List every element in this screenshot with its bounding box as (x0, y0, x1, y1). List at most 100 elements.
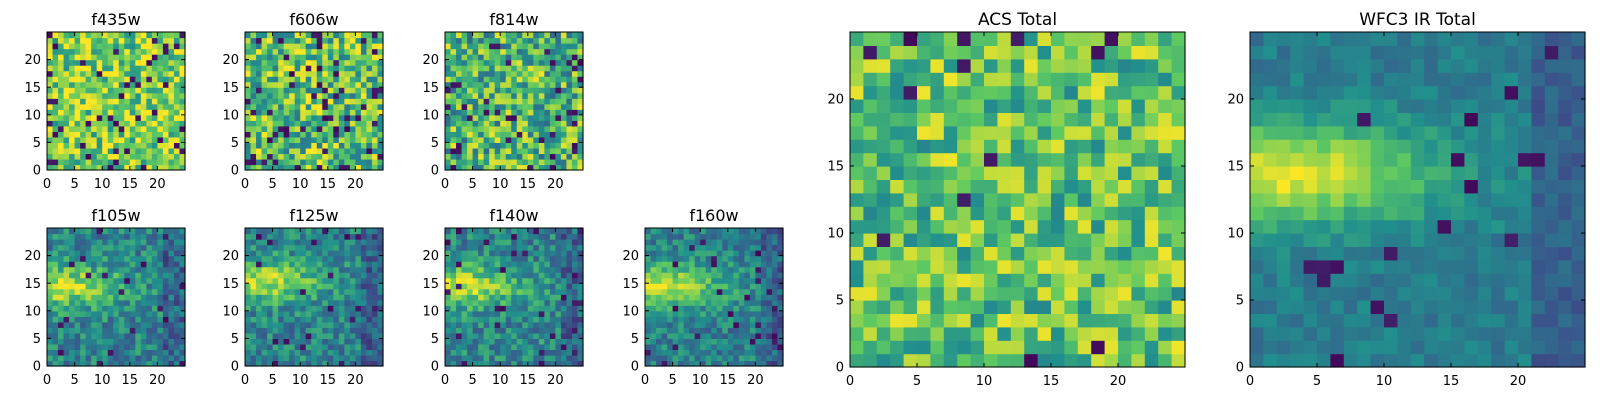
heatmap-cell (560, 250, 568, 257)
heatmap-cell (478, 54, 485, 61)
heatmap-cell (850, 246, 864, 261)
heatmap-cell (903, 300, 918, 314)
heatmap-cell (311, 65, 318, 72)
heatmap-cell (151, 43, 158, 50)
heatmap-cell (118, 305, 125, 312)
heatmap-cell (527, 332, 534, 339)
heatmap-cell (461, 250, 468, 257)
heatmap-cell (47, 272, 54, 279)
heatmap-cell (771, 288, 779, 295)
heatmap-cell (349, 76, 356, 83)
heatmap-cell (483, 70, 490, 77)
heatmap-cell (140, 54, 147, 61)
heatmap-cell (91, 153, 98, 160)
heatmap-cell (360, 316, 368, 323)
heatmap-cell (140, 360, 147, 367)
heatmap-cell (162, 59, 170, 66)
heatmap-cell (157, 153, 164, 160)
heatmap-cell (102, 343, 109, 351)
heatmap-cell (694, 272, 701, 279)
heatmap-cell (267, 76, 274, 83)
heatmap-cell (760, 266, 768, 273)
heatmap-cell (256, 343, 263, 351)
heatmap-cell (705, 305, 712, 312)
heatmap-cell (650, 343, 657, 351)
heatmap-cell (80, 360, 87, 367)
heatmap-cell (777, 288, 784, 295)
heatmap-cell (571, 32, 579, 39)
heatmap-cell (129, 43, 136, 50)
heatmap-cell (516, 120, 523, 127)
heatmap-cell (716, 327, 723, 334)
heatmap-cell (930, 206, 945, 221)
heatmap-cell (267, 283, 274, 290)
heatmap-cell (494, 332, 501, 339)
heatmap-cell (151, 142, 158, 149)
heatmap-cell (261, 37, 268, 44)
heatmap-cell (500, 87, 507, 94)
heatmap-cell (355, 332, 362, 339)
heatmap-cell (250, 37, 257, 44)
heatmap-cell (516, 277, 523, 284)
heatmap-cell (173, 147, 181, 155)
heatmap-cell (450, 338, 457, 345)
heatmap-cell (749, 360, 756, 367)
heatmap-cell (527, 147, 534, 155)
heatmap-cell (113, 87, 120, 94)
heatmap-cell (118, 250, 125, 257)
heatmap-cell (755, 332, 762, 339)
heatmap-cell (173, 250, 181, 257)
heatmap-cell (261, 109, 268, 116)
heatmap-cell (74, 76, 81, 83)
heatmap-cell (777, 332, 784, 339)
heatmap-cell (661, 261, 668, 268)
heatmap-cell (461, 321, 468, 328)
heatmap-cell (727, 360, 734, 367)
heatmap-cell (294, 114, 301, 121)
heatmap-cell (124, 164, 131, 171)
heatmap-cell (456, 32, 463, 39)
heatmap-cell (544, 288, 551, 295)
heatmap-cell (656, 316, 663, 323)
heatmap-cell (371, 54, 379, 61)
heatmap-cell (289, 266, 296, 273)
heatmap-cell (102, 158, 109, 166)
heatmap-cell (63, 360, 70, 367)
heatmap-cell (571, 98, 579, 105)
heatmap-cell (168, 299, 175, 306)
heatmap-cell (289, 239, 296, 246)
heatmap-cell (516, 316, 523, 323)
heatmap-cell (69, 59, 76, 66)
heatmap-cell (727, 305, 734, 312)
heatmap-cell (760, 244, 768, 251)
heatmap-cell (300, 310, 307, 317)
heatmap-cell (522, 338, 529, 345)
heatmap-cell (1077, 259, 1092, 274)
heatmap-cell (140, 250, 147, 257)
heatmap-cell (74, 114, 81, 121)
heatmap-cell (261, 147, 268, 155)
heatmap-cell (970, 246, 985, 261)
heatmap-cell (645, 272, 652, 279)
heatmap-cell (140, 76, 147, 83)
heatmap-cell (689, 310, 696, 317)
heatmap-cell (168, 109, 175, 116)
heatmap-cell (322, 244, 329, 251)
heatmap-cell (733, 332, 740, 339)
heatmap-cell (107, 349, 114, 356)
heatmap-cell (533, 338, 540, 345)
heatmap-cell (494, 239, 501, 246)
heatmap-cell (538, 321, 545, 328)
heatmap-cell (256, 305, 263, 312)
heatmap-cell (261, 316, 268, 323)
heatmap-cell (113, 349, 120, 356)
heatmap-cell (1051, 206, 1065, 221)
heatmap-cell (250, 233, 257, 240)
heatmap-cell (544, 109, 551, 116)
heatmap-cell (683, 261, 690, 268)
heatmap-cell (771, 244, 779, 251)
heatmap-cell (890, 259, 905, 274)
heatmap-cell (151, 92, 158, 99)
heatmap-cell (366, 109, 373, 116)
heatmap-cell (930, 300, 945, 314)
